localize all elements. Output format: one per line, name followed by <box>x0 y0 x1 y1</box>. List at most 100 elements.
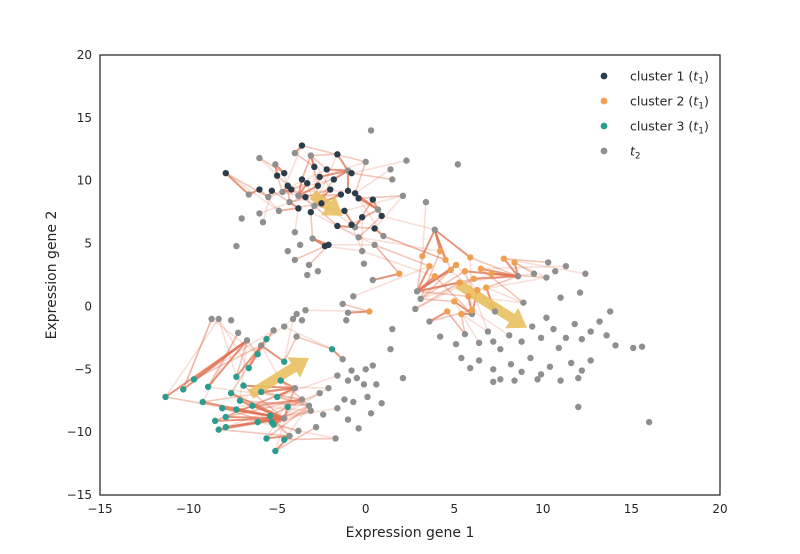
transition-line <box>453 300 480 344</box>
transition-line <box>301 155 312 180</box>
data-point <box>518 368 525 375</box>
data-point <box>268 418 276 426</box>
data-point <box>256 186 263 193</box>
data-point <box>514 273 522 280</box>
transition-line <box>373 195 404 230</box>
data-point <box>162 393 169 401</box>
data-point <box>334 405 341 412</box>
transition-line <box>460 313 489 333</box>
legend-label: t2 <box>630 144 641 162</box>
data-point <box>305 261 313 269</box>
transition-line <box>218 428 290 437</box>
transition-line <box>355 226 375 230</box>
data-point <box>550 325 557 333</box>
data-point <box>266 412 274 419</box>
data-point <box>295 427 302 435</box>
data-point <box>557 377 564 384</box>
data-point <box>497 376 504 383</box>
transition-line <box>276 374 338 398</box>
transition-line <box>182 318 213 390</box>
data-point <box>222 423 229 431</box>
transition-line <box>453 300 473 315</box>
data-point <box>413 288 421 295</box>
data-point <box>211 417 219 425</box>
transition-line <box>276 396 310 407</box>
transition-line <box>282 182 308 193</box>
transition-line <box>274 426 317 452</box>
data-point <box>534 376 541 383</box>
transition-line <box>420 272 492 300</box>
data-point <box>612 342 619 349</box>
y-tick-label: 5 <box>84 237 92 251</box>
data-point <box>426 318 433 325</box>
transition-line <box>383 235 446 261</box>
data-point <box>281 415 288 422</box>
data-point <box>399 374 407 382</box>
transition-line <box>193 339 248 381</box>
data-point <box>341 207 348 215</box>
transition-line <box>235 340 248 378</box>
transition-line <box>301 155 312 180</box>
transition-line <box>514 261 535 275</box>
data-point <box>243 337 251 344</box>
data-point <box>378 400 385 407</box>
data-point <box>645 418 653 426</box>
legend-label: cluster 2 (t1) <box>630 94 709 112</box>
data-point <box>426 263 433 270</box>
data-point <box>490 378 497 386</box>
transition-line <box>416 256 424 292</box>
data-point <box>477 265 485 272</box>
data-point <box>568 359 575 367</box>
data-point <box>343 317 350 324</box>
data-point <box>289 315 297 323</box>
data-point <box>490 366 497 373</box>
data-point <box>366 308 373 315</box>
data-point <box>537 334 545 342</box>
data-point <box>467 254 474 261</box>
data-point <box>387 345 394 353</box>
data-point <box>399 192 407 199</box>
data-point <box>518 338 525 345</box>
data-point <box>208 315 215 323</box>
transition-line <box>324 245 363 252</box>
data-point <box>222 169 229 177</box>
transition-line <box>284 437 336 441</box>
x-tick-label: −5 <box>268 502 286 516</box>
x-tick-label: 0 <box>362 502 370 516</box>
data-point <box>320 411 327 418</box>
data-point <box>529 323 536 330</box>
data-point <box>575 374 582 382</box>
transition-line <box>273 410 312 426</box>
data-point <box>233 242 240 250</box>
x-tick-label: 5 <box>450 502 458 516</box>
transition-line <box>235 344 262 378</box>
transition-line <box>225 416 285 420</box>
data-point <box>355 234 362 241</box>
data-point <box>412 305 419 313</box>
y-tick-label: −15 <box>67 488 92 502</box>
transition-line <box>266 318 294 340</box>
data-point <box>309 235 316 242</box>
data-point <box>341 396 348 403</box>
transition-line <box>296 335 333 350</box>
data-point <box>587 357 594 364</box>
transition-line <box>491 272 519 278</box>
data-point <box>461 330 469 338</box>
data-point <box>291 256 299 264</box>
data-point <box>233 406 240 413</box>
transition-line <box>276 175 315 207</box>
data-point <box>360 260 368 267</box>
data-point <box>575 403 582 411</box>
data-point <box>263 435 270 442</box>
data-points <box>162 127 653 455</box>
transition-line <box>248 329 275 369</box>
data-point <box>458 354 465 362</box>
data-point <box>281 436 288 443</box>
transition-line <box>252 398 303 407</box>
transition-line <box>358 215 383 238</box>
data-point <box>371 225 378 232</box>
transition-line <box>337 225 375 246</box>
data-point <box>344 377 352 384</box>
data-point <box>447 266 454 274</box>
data-point <box>316 173 323 181</box>
